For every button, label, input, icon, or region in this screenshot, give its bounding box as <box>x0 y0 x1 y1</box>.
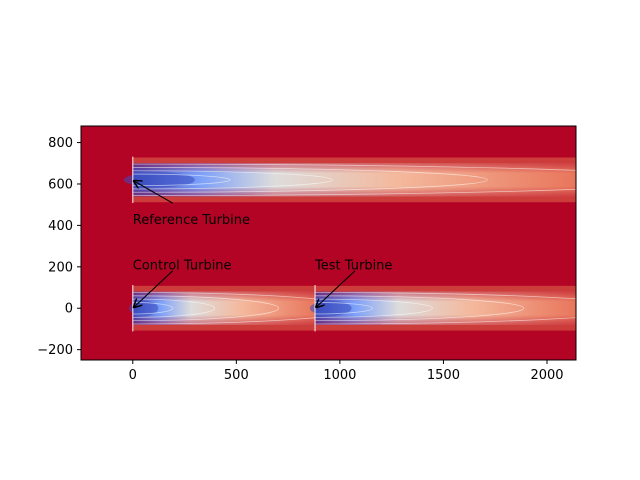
x-tick-label: 1500 <box>427 368 460 383</box>
y-tick-label: 400 <box>48 219 73 234</box>
contour-line <box>132 295 279 322</box>
y-tick-label: 0 <box>65 302 73 317</box>
y-tick-label: 800 <box>48 136 73 151</box>
annotation-arrow <box>316 270 356 307</box>
x-tick-label: 1000 <box>323 368 356 383</box>
annotations: Reference Turbine Control Turbine Test Tur… <box>133 181 392 307</box>
annotation-label: Reference Turbine <box>133 213 250 228</box>
x-tick-label: 500 <box>224 368 249 383</box>
contour-line <box>132 170 333 190</box>
y-tick-label: −200 <box>37 343 73 358</box>
x-tick-label: 2000 <box>530 368 563 383</box>
contour-line <box>315 295 525 322</box>
wake-region <box>123 156 640 204</box>
annotation-arrow <box>134 270 174 307</box>
contour-line <box>132 302 173 315</box>
plot-area <box>80 125 640 361</box>
y-tick-label: 600 <box>48 177 73 192</box>
contour-line <box>132 298 216 318</box>
wake-region <box>309 285 576 332</box>
annotation-label: Test Turbine <box>314 259 392 274</box>
axes-frame <box>80 125 577 361</box>
annotation-arrow <box>134 181 174 204</box>
contour-line <box>315 292 576 325</box>
y-axis: −200 0 200 400 600 800 <box>37 136 81 358</box>
wake-region <box>129 285 361 332</box>
y-tick-label: 200 <box>48 260 73 275</box>
annotation-label: Control Turbine <box>133 259 232 274</box>
contour-line <box>315 298 433 318</box>
x-tick-label: 0 <box>129 368 137 383</box>
contour-line <box>132 173 231 187</box>
x-axis: 0 500 1000 1500 2000 <box>129 360 564 383</box>
